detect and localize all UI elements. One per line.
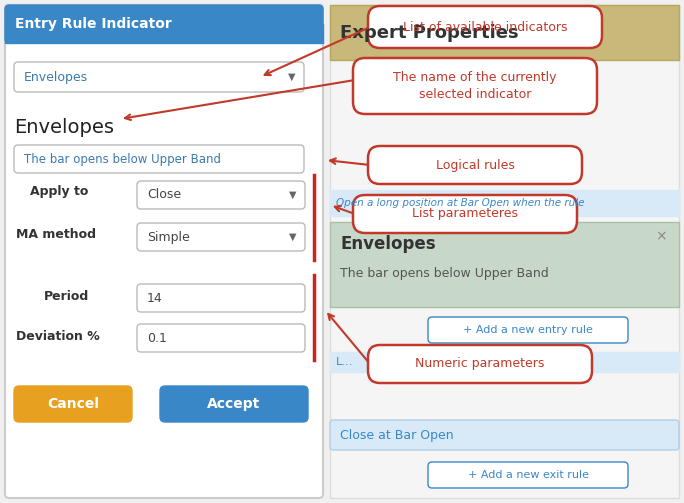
FancyBboxPatch shape (14, 386, 132, 422)
FancyBboxPatch shape (330, 420, 679, 450)
Text: + Add a new exit rule: + Add a new exit rule (467, 470, 588, 480)
Text: Period: Period (44, 290, 89, 302)
Text: ▼: ▼ (289, 190, 297, 200)
Text: List of available indicators: List of available indicators (403, 21, 567, 34)
Text: Close: Close (147, 189, 181, 202)
FancyBboxPatch shape (368, 6, 602, 48)
Bar (330, 5, 679, 60)
Bar (330, 352, 679, 372)
Text: Deviation %: Deviation % (16, 329, 100, 343)
Text: Cancel: Cancel (47, 397, 99, 411)
FancyBboxPatch shape (14, 145, 304, 173)
Text: List parameteres: List parameteres (412, 208, 518, 220)
FancyBboxPatch shape (137, 324, 305, 352)
Text: 14: 14 (147, 292, 163, 304)
FancyBboxPatch shape (368, 345, 592, 383)
Bar (330, 222, 679, 307)
Text: Accept: Accept (207, 397, 261, 411)
FancyBboxPatch shape (353, 195, 577, 233)
Text: L…: L… (336, 357, 354, 367)
Text: The name of the currently
selected indicator: The name of the currently selected indic… (393, 71, 557, 101)
FancyBboxPatch shape (428, 317, 628, 343)
FancyBboxPatch shape (137, 284, 305, 312)
Text: 0.1: 0.1 (147, 331, 167, 345)
Text: Envelopes: Envelopes (24, 70, 88, 83)
Text: Numeric parameters: Numeric parameters (415, 358, 544, 371)
Text: + Add a new entry rule: + Add a new entry rule (463, 325, 593, 335)
Bar (330, 190, 679, 216)
Text: Envelopes: Envelopes (340, 235, 436, 253)
Text: Simple: Simple (147, 230, 189, 243)
Text: Envelopes: Envelopes (14, 118, 114, 137)
Text: ×: × (655, 229, 667, 243)
Text: Logical rules: Logical rules (436, 158, 514, 172)
Text: MA method: MA method (16, 227, 96, 240)
Text: Open a long position at Bar Open when the rule: Open a long position at Bar Open when th… (336, 198, 585, 208)
Text: Close at Bar Open: Close at Bar Open (340, 429, 453, 442)
Text: Entry Rule Indicator: Entry Rule Indicator (15, 17, 172, 31)
FancyBboxPatch shape (160, 386, 308, 422)
FancyBboxPatch shape (428, 462, 628, 488)
Text: The bar opens below Upper Band: The bar opens below Upper Band (24, 152, 221, 165)
Text: Expert Properties: Expert Properties (340, 24, 518, 42)
Bar (5, 24, 323, 43)
Text: Apply to: Apply to (30, 186, 88, 199)
FancyBboxPatch shape (5, 5, 323, 43)
Text: ▼: ▼ (289, 232, 297, 242)
FancyBboxPatch shape (5, 5, 323, 498)
FancyBboxPatch shape (137, 223, 305, 251)
Text: The bar opens below Upper Band: The bar opens below Upper Band (340, 268, 549, 281)
FancyBboxPatch shape (14, 62, 304, 92)
FancyBboxPatch shape (137, 181, 305, 209)
FancyBboxPatch shape (353, 58, 597, 114)
FancyBboxPatch shape (368, 146, 582, 184)
Text: ▼: ▼ (288, 72, 295, 82)
Bar (330, 5, 679, 498)
